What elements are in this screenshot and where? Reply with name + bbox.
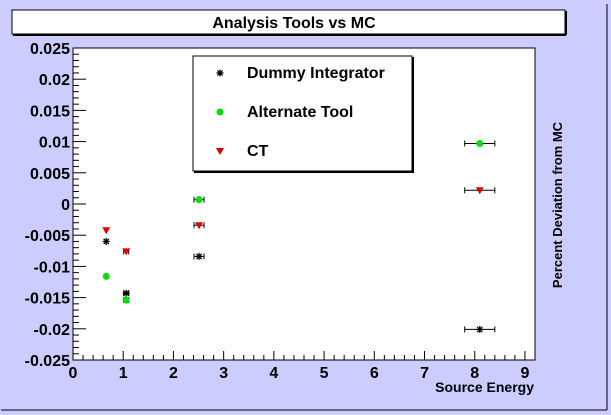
legend-items: Dummy Integrator Alternate Tool CT (216, 65, 385, 160)
legend-label: Alternate Tool (247, 104, 353, 121)
star-stroke (216, 69, 224, 77)
y-tick-label: -0.005 (25, 228, 70, 245)
data-point (102, 227, 111, 235)
data-point (195, 196, 203, 204)
y-tick-label: 0.01 (39, 135, 70, 152)
x-axis: 0 1 2 3 4 5 6 7 8 9 (69, 351, 536, 382)
x-tick-label: 7 (420, 365, 429, 382)
y-tick-label: -0.025 (25, 353, 70, 370)
title-box-bg (11, 9, 566, 35)
y-tick-label: 0.025 (30, 41, 70, 58)
x-tick-label: 6 (370, 365, 379, 382)
x-axis-title: Source Energy (435, 379, 534, 395)
star-stroke (123, 290, 130, 297)
y-tick-label: 0.005 (30, 166, 70, 183)
y-tick-label: -0.01 (34, 259, 71, 276)
data-series (102, 139, 496, 333)
star-stroke (195, 253, 203, 260)
data-point (195, 222, 204, 230)
series-alternate-tool (102, 139, 496, 304)
data-point (475, 187, 484, 195)
y-axis: -0.025 -0.02 -0.015 -0.01 -0.005 0 0.005 0.01 0.… (25, 41, 86, 370)
data-point (122, 296, 130, 304)
series-dummy-integrator (102, 237, 496, 333)
data-point (476, 139, 484, 147)
y-tick-label: -0.02 (34, 322, 71, 339)
legend-marker (216, 69, 224, 77)
legend: Dummy Integrator Alternate Tool CT (192, 55, 414, 173)
y-tick-label: 0 (61, 197, 70, 214)
data-point (476, 325, 484, 333)
x-tick-label: 4 (269, 365, 278, 382)
x-tick-label: 2 (169, 365, 178, 382)
data-point (102, 272, 110, 280)
data-point (122, 289, 130, 297)
legend-label: CT (247, 143, 269, 160)
x-tick-label: 1 (119, 365, 128, 382)
y-axis-title: Percent Deviation from MC (550, 121, 565, 288)
x-tick-label: 5 (320, 365, 329, 382)
x-tick-label: 3 (219, 365, 228, 382)
title-box: Analysis Tools vs MC (11, 9, 567, 36)
y-tick-label: 0.02 (39, 72, 70, 89)
star-stroke (476, 326, 483, 333)
data-point (122, 248, 131, 256)
x-tick-label: 0 (69, 365, 78, 382)
legend-marker (216, 148, 224, 155)
legend-box (192, 55, 413, 172)
chart-title: Analysis Tools vs MC (212, 15, 376, 32)
y-tick-label: -0.015 (25, 291, 70, 308)
star-stroke (103, 238, 110, 245)
legend-marker (216, 108, 224, 116)
data-point (102, 237, 110, 245)
series-ct (102, 187, 496, 256)
x-tick-label: 8 (470, 365, 479, 382)
y-tick-label: 0.015 (30, 103, 70, 120)
x-tick-label: 9 (521, 365, 530, 382)
legend-label: Dummy Integrator (247, 65, 385, 82)
data-point (195, 252, 203, 260)
